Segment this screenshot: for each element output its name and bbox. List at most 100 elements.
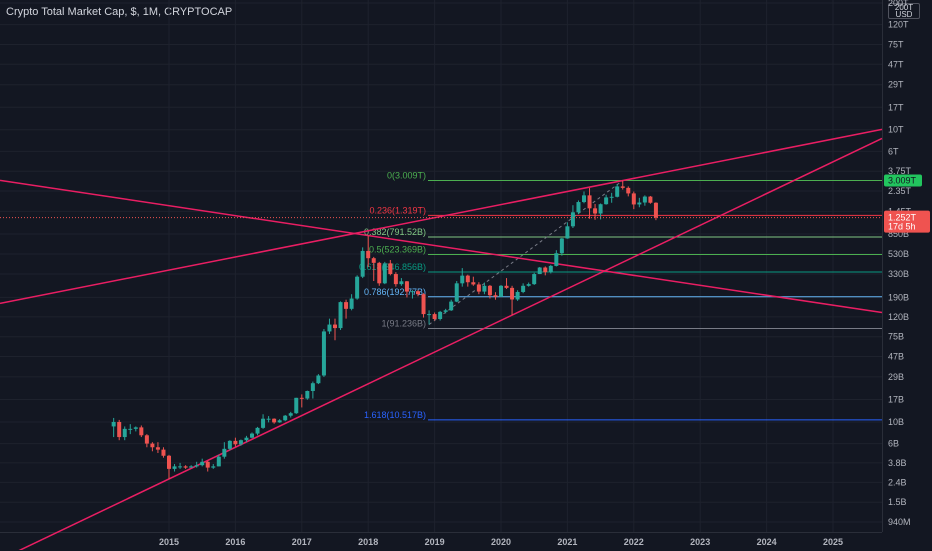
candle-body bbox=[222, 448, 227, 457]
candle-body bbox=[543, 267, 548, 273]
candle-body bbox=[194, 465, 199, 467]
current-price-marker bbox=[884, 210, 930, 233]
time-tick-label: 2017 bbox=[292, 537, 312, 547]
candle-body bbox=[377, 262, 382, 284]
candle-body bbox=[515, 291, 520, 300]
candle-body bbox=[349, 298, 354, 309]
fib-level-label: 0(3.009T) bbox=[387, 171, 426, 181]
price-tick-label: 3.75T bbox=[888, 166, 912, 176]
candle-body bbox=[576, 202, 581, 213]
candle-body bbox=[111, 421, 116, 427]
fib-level-label: 1.618(10.517B) bbox=[364, 410, 426, 420]
candle-body bbox=[283, 415, 288, 421]
candle-body bbox=[521, 285, 526, 292]
price-tick-label: 10B bbox=[888, 417, 904, 427]
candle-body bbox=[144, 435, 149, 444]
candle-body bbox=[609, 196, 614, 198]
candle-body bbox=[183, 466, 188, 468]
candle-body bbox=[344, 302, 349, 309]
candle-body bbox=[122, 428, 127, 438]
candle-body bbox=[388, 263, 393, 275]
candle-body bbox=[155, 447, 160, 450]
candle-body bbox=[393, 274, 398, 285]
candle-body bbox=[250, 433, 254, 438]
price-axis[interactable] bbox=[882, 0, 932, 532]
candle-body bbox=[128, 428, 133, 430]
currency-label: USD bbox=[895, 10, 913, 19]
candle-body bbox=[537, 267, 542, 275]
candle-body bbox=[476, 284, 481, 292]
time-tick-label: 2016 bbox=[225, 537, 245, 547]
candle-body bbox=[631, 193, 636, 205]
price-tick-label: 17B bbox=[888, 395, 904, 405]
fib-retracement[interactable]: 0(3.009T) 0.236(1.319T) 0.382(791.52B) 0.5(… bbox=[359, 171, 882, 421]
time-axis[interactable] bbox=[0, 532, 882, 551]
fib-level-label: 1(91.236B) bbox=[381, 318, 426, 328]
candle-body bbox=[559, 238, 564, 254]
price-tick-label: 75B bbox=[888, 332, 904, 342]
candle-body bbox=[333, 324, 337, 329]
price-tick-label: 47B bbox=[888, 352, 904, 362]
currency-selector[interactable]: 200T USD bbox=[888, 3, 920, 19]
candle-body bbox=[227, 440, 232, 449]
candle-body bbox=[460, 275, 465, 284]
candle-body bbox=[211, 466, 216, 468]
countdown-label: 17d 5h bbox=[888, 222, 916, 232]
candle-body bbox=[272, 418, 277, 423]
trendlines[interactable] bbox=[0, 128, 883, 550]
candle-body bbox=[593, 208, 598, 214]
candle-body bbox=[598, 204, 603, 214]
candle-body bbox=[582, 195, 586, 203]
grid bbox=[0, 0, 882, 532]
price-tick-label: 2.4B bbox=[888, 477, 907, 487]
price-tick-label: 6B bbox=[888, 439, 899, 449]
time-tick-label: 2015 bbox=[159, 537, 179, 547]
price-tick-label: 120B bbox=[888, 312, 909, 322]
candle-body bbox=[366, 250, 371, 259]
candle-body bbox=[205, 461, 210, 468]
candle-body bbox=[189, 466, 194, 468]
time-tick-label: 2020 bbox=[491, 537, 511, 547]
candle-body bbox=[139, 427, 144, 436]
price-tick-label: 1.5B bbox=[888, 497, 907, 507]
candle-body bbox=[321, 331, 326, 376]
candle-body bbox=[404, 281, 409, 292]
time-tick-label: 2019 bbox=[425, 537, 445, 547]
candle-body bbox=[604, 197, 609, 205]
price-tick-label: 190B bbox=[888, 292, 909, 302]
price-tick-label: 29B bbox=[888, 372, 904, 382]
candle-body bbox=[493, 295, 498, 297]
price-tick-label: 940M bbox=[888, 517, 911, 527]
candle-body bbox=[133, 427, 138, 429]
candle-body bbox=[382, 263, 387, 284]
price-tick-label: 530B bbox=[888, 249, 909, 259]
candle-body bbox=[178, 466, 183, 468]
candle-body bbox=[261, 418, 266, 428]
time-tick-label: 2025 bbox=[823, 537, 843, 547]
candle-body bbox=[587, 195, 592, 209]
candle-body bbox=[216, 456, 221, 467]
trendline-resistance bbox=[0, 128, 883, 305]
candle-body bbox=[277, 420, 282, 423]
time-tick-label: 2023 bbox=[690, 537, 710, 547]
candle-body bbox=[299, 397, 304, 399]
candle-body bbox=[360, 250, 365, 277]
candle-body bbox=[620, 186, 625, 188]
candle-body bbox=[615, 186, 620, 197]
axis-labels: 200T120T75T47T29T17T10T6T3.75T2.35T1.45T… bbox=[159, 0, 912, 547]
price-tick-label: 330B bbox=[888, 269, 909, 279]
candle-body bbox=[565, 226, 570, 239]
fib-level-label: 0.618(346.856B) bbox=[359, 262, 426, 272]
candle-body bbox=[288, 413, 293, 416]
candle-body bbox=[454, 283, 459, 302]
price-tick-label: 6T bbox=[888, 146, 899, 156]
high-price-marker bbox=[884, 174, 922, 187]
price-tick-label: 850B bbox=[888, 229, 909, 239]
candle-body bbox=[416, 291, 420, 295]
candle-body bbox=[648, 196, 653, 203]
candle-body bbox=[399, 281, 404, 285]
price-tick-label: 10T bbox=[888, 125, 904, 135]
candle-body bbox=[233, 440, 238, 445]
